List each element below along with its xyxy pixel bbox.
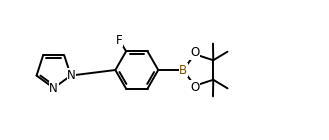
Text: O: O: [190, 46, 199, 59]
Text: N: N: [49, 81, 58, 94]
Text: F: F: [116, 33, 123, 46]
Text: O: O: [190, 81, 199, 94]
Text: N: N: [67, 69, 76, 82]
Text: B: B: [179, 64, 187, 76]
